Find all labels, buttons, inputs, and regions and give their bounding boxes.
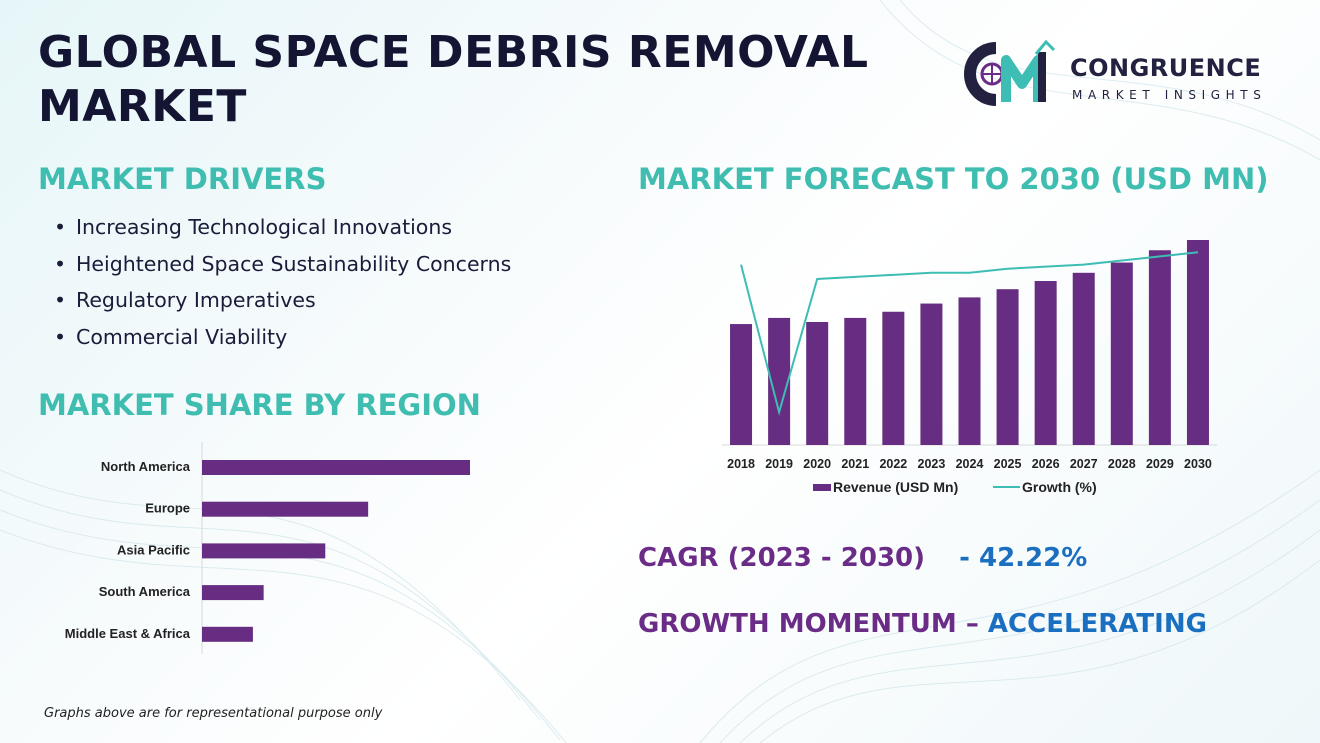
momentum-value: ACCELERATING	[987, 609, 1207, 639]
revenue-bar	[1148, 250, 1171, 445]
region-label: Europe	[145, 501, 190, 516]
year-tick-label: 2018	[727, 457, 755, 471]
growth-line	[740, 251, 1199, 417]
revenue-bar	[958, 297, 981, 445]
logo-name: CONGRUENCE	[1070, 54, 1262, 82]
forecast-chart-title: MARKET FORECAST TO 2030 (USD MN)	[638, 162, 1269, 196]
region-label: North America	[101, 459, 191, 474]
drivers-list: • Increasing Technological Innovations • H…	[54, 212, 511, 358]
year-tick-label: 2022	[879, 457, 907, 471]
revenue-bar	[844, 317, 867, 445]
year-tick-label: 2026	[1032, 457, 1060, 471]
legend-revenue-swatch	[813, 484, 831, 491]
driver-item: • Commercial Viability	[54, 324, 288, 349]
year-tick-label: 2023	[918, 457, 946, 471]
region-bar	[202, 501, 369, 517]
region-chart-title: MARKET SHARE BY REGION	[38, 388, 481, 422]
year-tick-label: 2027	[1070, 457, 1098, 471]
driver-item: • Increasing Technological Innovations	[54, 215, 453, 239]
revenue-bar	[1034, 281, 1057, 445]
cagr-value: - 42.22%	[959, 543, 1088, 573]
cagr-kpi: CAGR (2023 - 2030) - 42.22%	[638, 543, 1087, 573]
year-tick-label: 2029	[1146, 457, 1174, 471]
revenue-bar	[730, 324, 753, 445]
legend-growth-label: Growth (%)	[1022, 479, 1097, 495]
logo-subtitle: MARKET INSIGHTS	[1072, 88, 1267, 102]
revenue-bar	[1072, 272, 1095, 445]
revenue-bar	[1186, 240, 1209, 445]
year-tick-label: 2025	[994, 457, 1022, 471]
region-bar	[202, 543, 326, 559]
region-label: South America	[99, 584, 191, 599]
drivers-heading: MARKET DRIVERS	[38, 162, 327, 196]
region-bar	[202, 626, 253, 642]
year-tick-label: 2021	[841, 457, 869, 471]
region-label: Middle East & Africa	[65, 626, 191, 641]
page-title: GLOBAL SPACE DEBRIS REMOVAL MARKET	[38, 27, 869, 132]
cm-logo-icon	[964, 39, 1056, 106]
revenue-bar	[882, 311, 905, 445]
company-logo: CONGRUENCE MARKET INSIGHTS	[962, 38, 1292, 110]
region-share-chart: North America Europe Asia Pacific South Ame…	[65, 442, 470, 654]
year-tick-label: 2019	[765, 457, 793, 471]
revenue-bar	[806, 322, 829, 445]
revenue-bar	[920, 303, 943, 445]
driver-item: • Regulatory Imperatives	[54, 288, 316, 312]
footnote: Graphs above are for representational pu…	[44, 706, 383, 721]
region-bar	[202, 460, 470, 475]
cagr-label: CAGR (2023 - 2030)	[638, 543, 926, 573]
year-tick-label: 2030	[1184, 457, 1212, 471]
revenue-bar	[1110, 262, 1133, 445]
driver-item: • Heightened Space Sustainability Concern…	[54, 251, 512, 276]
revenue-bar	[996, 289, 1019, 445]
year-tick-label: 2028	[1108, 457, 1136, 471]
year-tick-label: 2020	[803, 457, 831, 471]
region-bar	[202, 585, 264, 601]
momentum-label: GROWTH MOMENTUM –	[638, 609, 979, 639]
region-label: Asia Pacific	[117, 542, 190, 557]
growth-momentum-kpi: GROWTH MOMENTUM – ACCELERATING	[638, 609, 1207, 639]
year-tick-label: 2024	[956, 457, 984, 471]
market-forecast-chart: 2018 2019 2020 2021 2022 2023 2024 2025 2026 2027…	[722, 240, 1217, 495]
legend-revenue-label: Revenue (USD Mn)	[833, 479, 958, 495]
revenue-bar	[768, 317, 791, 445]
